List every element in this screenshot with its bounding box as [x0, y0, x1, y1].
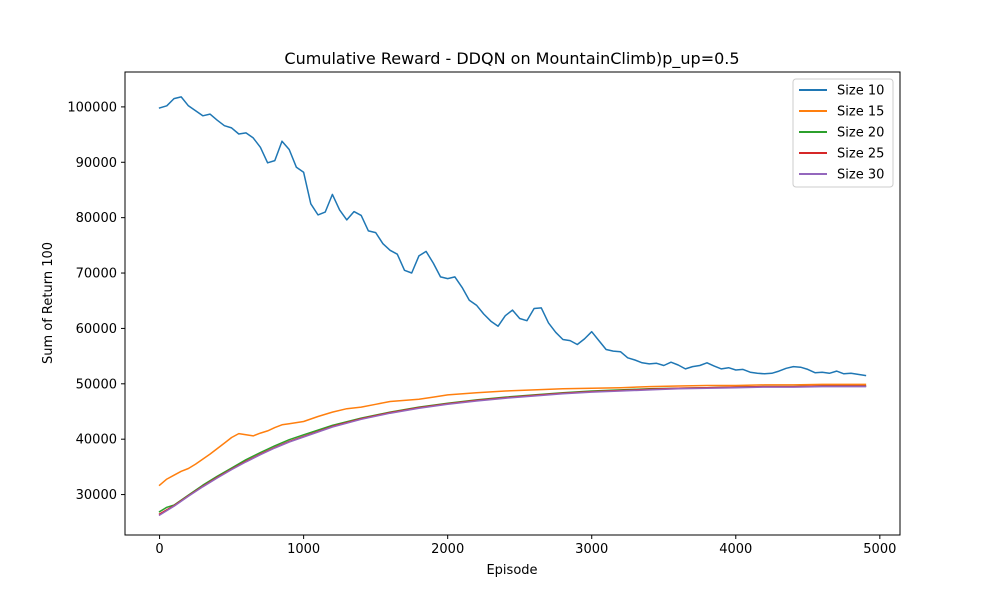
x-tick-label: 3000	[575, 542, 608, 557]
x-tick-label: 0	[155, 542, 163, 557]
legend-label-3: Size 20	[837, 126, 884, 141]
legend-label-2: Size 15	[837, 105, 884, 120]
chart-title: Cumulative Reward - DDQN on MountainClim…	[284, 49, 739, 69]
x-axis: 0 1000 2000 3000 4000 5000	[155, 535, 896, 557]
y-tick-label: 40000	[76, 433, 117, 448]
y-tick-label: 60000	[76, 322, 117, 337]
x-axis-label: Episode	[486, 563, 537, 578]
y-tick-label: 80000	[76, 211, 117, 226]
plot-frame	[124, 71, 901, 536]
y-tick-label: 50000	[76, 377, 117, 392]
y-axis: 30000 40000 50000 60000 70000 80000 90000 10000…	[67, 100, 125, 503]
legend-box	[792, 78, 894, 188]
x-tick-label: 2000	[431, 542, 464, 557]
y-tick-label: 70000	[76, 267, 117, 282]
y-axis-label: Sum of Return 100	[41, 242, 56, 364]
legend-label-4: Size 25	[837, 147, 884, 162]
y-tick-label: 100000	[67, 100, 117, 115]
legend-label-5: Size 30	[837, 168, 884, 183]
legend: Size 10 Size 15 Size 20 Size 25 Size 30	[792, 78, 894, 188]
x-tick-label: 5000	[863, 542, 896, 557]
x-tick-label: 4000	[719, 542, 752, 557]
legend-label-1: Size 10	[837, 84, 884, 99]
y-tick-label: 30000	[76, 488, 117, 503]
y-tick-label: 90000	[76, 156, 117, 171]
series-line-2	[158, 383, 867, 487]
x-tick-label: 1000	[287, 542, 320, 557]
series-line-1	[158, 96, 867, 377]
series-group	[158, 96, 867, 517]
series-line-5	[158, 385, 867, 517]
